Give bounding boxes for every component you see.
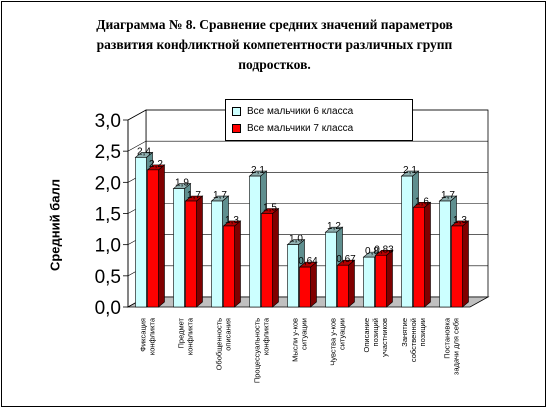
bar xyxy=(173,188,185,308)
bar xyxy=(287,244,299,308)
bar xyxy=(337,264,349,308)
legend: Все мальчики 6 класса Все мальчики 7 кла… xyxy=(225,99,413,141)
bar xyxy=(135,157,147,308)
data-label: 1,5 xyxy=(263,203,277,214)
x-tick-label-line: конфликта xyxy=(148,317,157,355)
y-tick-label: 2,0 xyxy=(95,173,121,194)
x-tick-label-line: Описание xyxy=(362,318,371,353)
y-tick-label: 2,5 xyxy=(95,142,121,163)
chart-title-line-2: развития конфликтной компетентности разл… xyxy=(96,37,453,52)
chart-title-line-3: подростков. xyxy=(238,57,311,72)
x-tick-label-line: собственной xyxy=(409,318,418,362)
x-tick-label-line: позиции xyxy=(418,318,427,346)
bar xyxy=(147,169,159,308)
data-label: 1,9 xyxy=(175,178,189,189)
x-tick-label-line: Предмет xyxy=(177,317,186,348)
bar-side xyxy=(348,259,355,308)
bar-side xyxy=(196,195,203,308)
x-tick-label-line: Постановка xyxy=(443,317,452,359)
bar-side xyxy=(386,249,393,308)
x-tick-label-line: ситуации xyxy=(338,318,347,350)
data-label: 1,3 xyxy=(225,215,239,226)
y-tick-label: 1,5 xyxy=(95,205,121,226)
bar xyxy=(249,175,261,308)
x-tick-label-line: конфликта xyxy=(186,317,195,355)
bar xyxy=(375,254,387,308)
x-tick-label-line: Процессуальность xyxy=(253,318,262,383)
x-tick-label-line: ситуации xyxy=(300,318,309,350)
data-label: 1,3 xyxy=(453,215,467,226)
data-label: 1,2 xyxy=(327,221,341,232)
x-tick-label-line: Фиксация xyxy=(139,318,148,352)
y-tick-label: 3,0 xyxy=(95,111,121,132)
bar xyxy=(451,225,463,308)
y-axis-title: Средний балл xyxy=(47,178,63,272)
bar xyxy=(439,200,451,308)
x-tick-label-line: конфликта xyxy=(262,317,271,355)
x-tick-label-line: Мысли у-ков xyxy=(291,318,300,362)
x-tick-label-line: позиций xyxy=(371,318,380,346)
x-tick-label: Чувства у-ков ситуации xyxy=(329,318,347,366)
data-label: 1,0 xyxy=(289,234,303,245)
x-tick-label-line: Чувства у-ков xyxy=(329,318,338,366)
data-label: 1,7 xyxy=(187,190,201,201)
x-tick-label: Процессуальность конфликта xyxy=(253,317,271,383)
bar-side xyxy=(272,207,279,308)
x-tick-label-line: Занятие xyxy=(400,318,409,347)
y-tick-label: 0,0 xyxy=(95,298,121,319)
bar-side xyxy=(462,220,469,308)
x-tick-label: Постановка задачи для себя xyxy=(443,317,461,375)
legend-item-6-grade: Все мальчики 6 класса xyxy=(232,105,353,118)
bar-side xyxy=(234,220,241,308)
legend-label-7-grade: Все мальчики 7 класса xyxy=(247,123,354,134)
gridline xyxy=(127,140,488,152)
y-tick-label: 1,0 xyxy=(95,236,121,257)
data-label: 1,7 xyxy=(213,190,227,201)
legend-swatch-7-grade xyxy=(232,124,241,133)
bar-side xyxy=(424,201,431,308)
data-label: 0,8 xyxy=(365,246,379,257)
x-tick-label-line: участников xyxy=(380,318,389,357)
data-label: 1,6 xyxy=(415,196,429,207)
data-label: 2,2 xyxy=(149,159,163,170)
x-tick-label: Описание позиций участников xyxy=(362,318,389,357)
data-label: 2,1 xyxy=(403,165,417,176)
legend-swatch-6-grade xyxy=(232,107,241,116)
bar xyxy=(325,231,337,308)
legend-label-6-grade: Все мальчики 6 класса xyxy=(247,106,354,117)
bar-side xyxy=(158,164,165,308)
x-tick-label: Занятие собственной позиции xyxy=(400,318,427,362)
data-label: 1,7 xyxy=(441,190,455,201)
chart-title-line-1: Диаграмма № 8. Сравнение средних значени… xyxy=(96,17,453,32)
bar xyxy=(413,206,425,308)
bar xyxy=(261,213,273,308)
data-label: 2,1 xyxy=(251,165,265,176)
chart-title: Диаграмма № 8. Сравнение средних значени… xyxy=(42,15,507,75)
bar xyxy=(185,200,197,308)
data-label: 0,67 xyxy=(336,254,356,265)
y-tick-label: 0,5 xyxy=(95,267,121,288)
bar xyxy=(299,266,311,308)
bar xyxy=(401,175,413,308)
x-tick-label: Фиксация конфликта xyxy=(139,317,157,355)
x-tick-label: Обобщенность описания xyxy=(215,318,233,370)
x-tick-label-line: описания xyxy=(224,318,233,351)
data-label: 0,64 xyxy=(298,256,318,267)
bar xyxy=(223,225,235,308)
data-label: 2,4 xyxy=(137,146,151,157)
bar xyxy=(211,200,223,308)
x-tick-label: Предмет конфликта xyxy=(177,317,195,355)
x-tick-label-line: задачи для себя xyxy=(452,318,461,375)
bar xyxy=(363,256,375,308)
x-tick-label: Мысли у-ков ситуации xyxy=(291,318,309,362)
data-label: 0,83 xyxy=(374,244,394,255)
legend-item-7-grade: Все мальчики 7 класса xyxy=(232,122,353,135)
x-tick-label-line: Обобщенность xyxy=(215,318,224,370)
bar-side xyxy=(310,261,317,308)
